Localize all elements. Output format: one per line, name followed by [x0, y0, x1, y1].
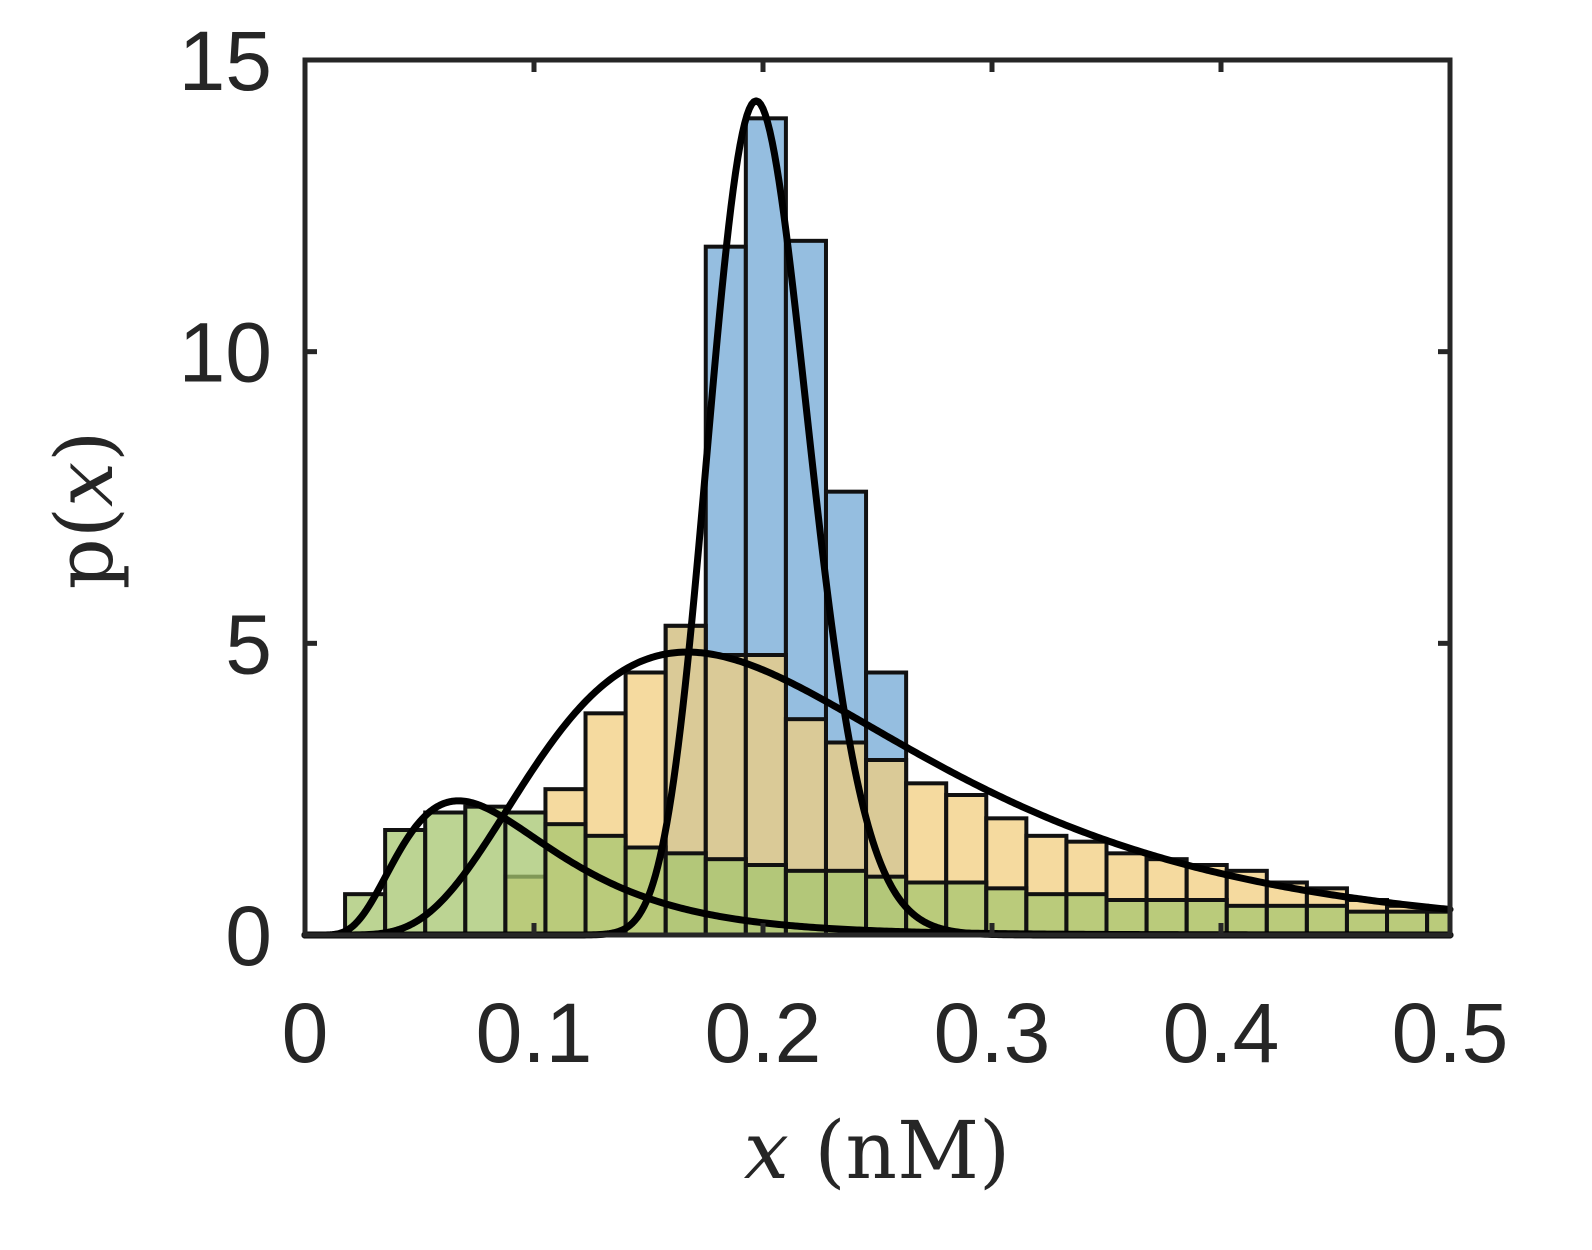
- histogram-bar-s2-19: [1104, 898, 1149, 937]
- tick-labels: 0 0.1 0.2 0.3 0.4 0.5 0 5 10 15: [179, 14, 1509, 1080]
- x-tick-label-3: 0.3: [934, 986, 1051, 1080]
- histogram-bar-s2-9: [703, 857, 748, 938]
- y-axis-prefix: p(: [38, 507, 131, 589]
- histogram-bar-s2-17: [1024, 892, 1069, 938]
- x-tick-label-1: 0.1: [476, 986, 593, 1080]
- density-curve-s1: [301, 648, 1454, 939]
- x-axis-unit: (nM): [789, 1104, 1010, 1197]
- histogram-bar-s2-22: [1224, 903, 1269, 937]
- y-axis-label: p(x): [38, 431, 131, 590]
- plot-frame: [302, 57, 1453, 938]
- histogram-bar-s2-20: [1144, 898, 1189, 937]
- histogram-bar-s2-24: [1304, 903, 1349, 937]
- x-tick-label-5: 0.5: [1392, 986, 1509, 1080]
- x-tick-label-2: 0.2: [705, 986, 822, 1080]
- y-tick-label-0: 0: [225, 889, 272, 983]
- x-axis-var: x: [744, 1104, 789, 1197]
- x-tick-label-0: 0: [282, 986, 329, 1080]
- histogram-bar-s2-13: [864, 874, 909, 938]
- histogram-bar-s2-2: [423, 810, 468, 937]
- histogram-bar-s2-15: [944, 880, 989, 937]
- histogram-bar-s2-8: [663, 851, 708, 937]
- y-axis-var: x: [38, 462, 131, 507]
- y-tick-label-3: 15: [179, 14, 272, 108]
- y-axis-suffix: ): [38, 431, 131, 462]
- histogram-bar-s2-12: [823, 868, 869, 937]
- y-tick-label-1: 5: [225, 597, 272, 691]
- histogram-bar-s2-23: [1264, 903, 1309, 937]
- x-tick-label-4: 0.4: [1163, 986, 1280, 1080]
- histogram-bar-s2-18: [1064, 892, 1109, 938]
- histogram-bar-s2-5: [543, 822, 588, 938]
- y-tick-label-2: 10: [179, 306, 272, 400]
- x-axis-label: x (nM): [744, 1104, 1010, 1197]
